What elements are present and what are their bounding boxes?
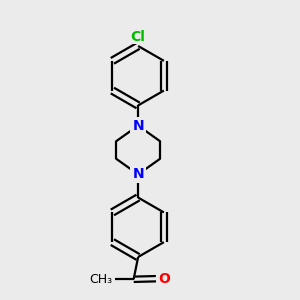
Text: N: N [132, 167, 144, 182]
Text: Cl: Cl [131, 30, 146, 44]
Text: O: O [158, 272, 170, 286]
Text: N: N [132, 118, 144, 133]
Text: CH₃: CH₃ [89, 273, 112, 286]
